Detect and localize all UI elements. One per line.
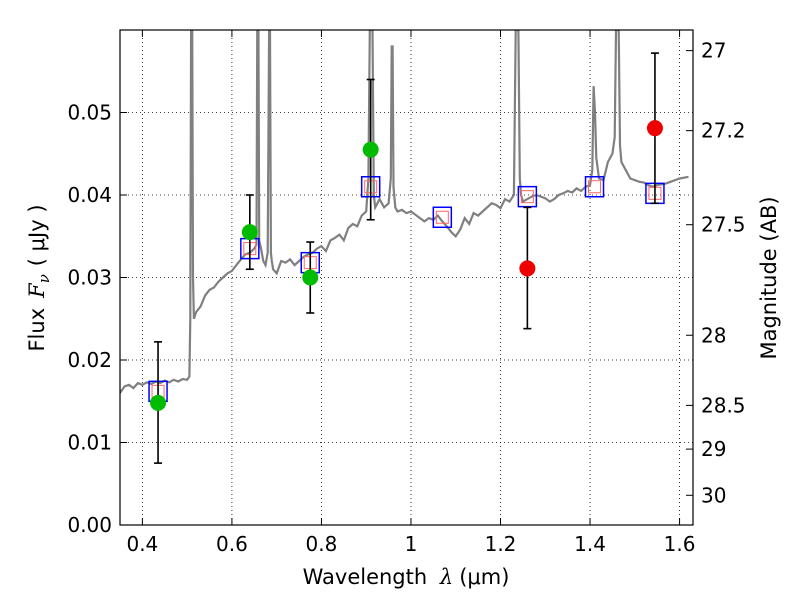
grid-lines [120, 30, 693, 526]
y-axis-label-symbol: F [25, 282, 49, 299]
x-tick-label: 1 [405, 532, 418, 556]
x-tick-label: 1.4 [574, 532, 606, 556]
optical-point [241, 224, 258, 241]
spectrum-line [120, 30, 689, 394]
x-axis-label-text: Wavelength [303, 565, 428, 589]
plot-frame [119, 29, 694, 526]
x-axis-label: Wavelength λ (μm) [303, 565, 510, 589]
right-axis-ticks: 27 27.2 27.5 28 28.5 29 30 [686, 39, 746, 507]
y-tick-label: 0.00 [67, 513, 112, 537]
x-tick-label: 1.6 [664, 532, 696, 556]
y-tick-label: 0.02 [67, 348, 112, 372]
error-bars [154, 52, 659, 464]
x-tick-label: 0.6 [216, 532, 248, 556]
x-tick-label: 1.2 [485, 532, 517, 556]
x-tick-label: 0.4 [126, 532, 158, 556]
right-tick-label: 27.2 [701, 119, 746, 143]
right-axis-label: Magnitude (AB) [757, 196, 781, 359]
model-box-inner [435, 210, 449, 224]
y-tick-label: 0.05 [67, 101, 112, 125]
x-axis-ticks: 0.4 0.6 0.8 1 1.2 1.4 1.6 [126, 30, 695, 556]
y-axis-ticks: 0.00 0.01 0.02 0.03 0.04 0.05 [67, 101, 127, 537]
nir-point [519, 260, 536, 277]
right-tick-label: 29 [701, 437, 726, 461]
model-box [584, 176, 605, 198]
model-box-inner [520, 190, 534, 204]
observed-points [150, 120, 663, 411]
x-axis-label-symbol: λ [439, 565, 453, 589]
optical-point [302, 269, 319, 286]
model-points [148, 176, 665, 403]
right-tick-label: 30 [701, 483, 726, 507]
y-tick-label: 0.04 [67, 183, 112, 207]
y-tick-label: 0.03 [67, 266, 112, 290]
x-tick-label: 0.8 [306, 532, 338, 556]
model-box-inner [588, 180, 602, 194]
y-axis-label-subscript: ν [35, 274, 53, 283]
right-tick-label: 27 [701, 39, 726, 63]
x-axis-label-unit: (μm) [459, 565, 509, 589]
y-tick-label: 0.01 [67, 431, 112, 455]
nir-point [646, 120, 663, 137]
model-box [432, 206, 453, 229]
y-axis-label-text: Flux [25, 308, 49, 352]
optical-point [362, 141, 379, 158]
right-tick-label: 27.5 [701, 213, 746, 237]
y-axis-label: Flux Fν ( μJy ) [25, 204, 53, 351]
right-tick-label: 28.5 [701, 393, 746, 417]
optical-point [150, 394, 167, 411]
y-axis-label-unit: ( μJy ) [25, 204, 49, 266]
right-tick-label: 28 [701, 323, 726, 347]
